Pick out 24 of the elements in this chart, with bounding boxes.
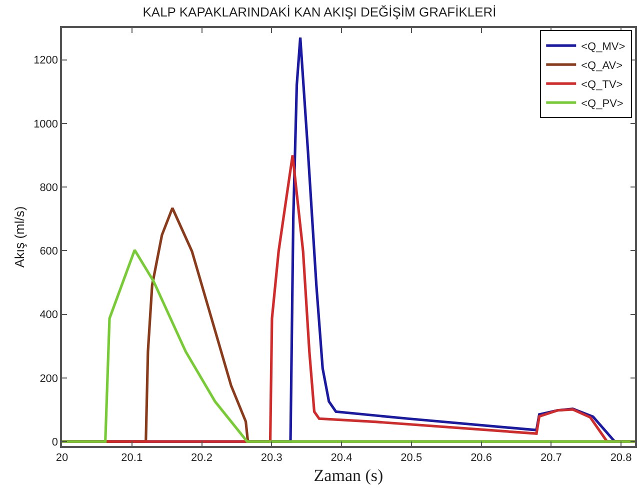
y-tick-label: 800: [40, 182, 58, 194]
x-tick-label: 20.6: [470, 452, 492, 464]
legend-label: <Q_MV>: [581, 40, 626, 53]
line-series: [62, 248, 635, 443]
x-tick-label: 20: [56, 452, 68, 464]
y-axis-title: Akış (ml/s): [12, 206, 28, 268]
y-tick-label: 600: [40, 246, 58, 258]
x-tick-label: 20.8: [610, 452, 632, 464]
x-tick-label: 20.5: [400, 452, 422, 464]
legend-label: <Q_PV>: [581, 98, 624, 110]
x-tick-label: 20.7: [540, 452, 562, 464]
y-tick-label: 1200: [34, 54, 58, 67]
y-tick-label: 0: [52, 436, 58, 448]
legend-label: <Q_AV>: [581, 60, 623, 72]
y-tick-label: 200: [40, 372, 58, 385]
legend-label: <Q_TV>: [581, 78, 623, 91]
x-tick-label: 20.4: [330, 452, 352, 464]
x-tick-label: 20.3: [260, 452, 282, 464]
y-tick-label: 1000: [34, 118, 58, 130]
y-tick-label: 400: [40, 309, 58, 322]
x-tick-label: 20.2: [191, 452, 212, 464]
x-tick-label: 20.1: [121, 452, 143, 464]
chart-title: KALP KAPAKLARINDAKİ KAN AKIŞI DEĞİŞİM GRAFİKLERİ: [142, 4, 496, 20]
x-axis-title: Zaman (s): [314, 466, 384, 485]
